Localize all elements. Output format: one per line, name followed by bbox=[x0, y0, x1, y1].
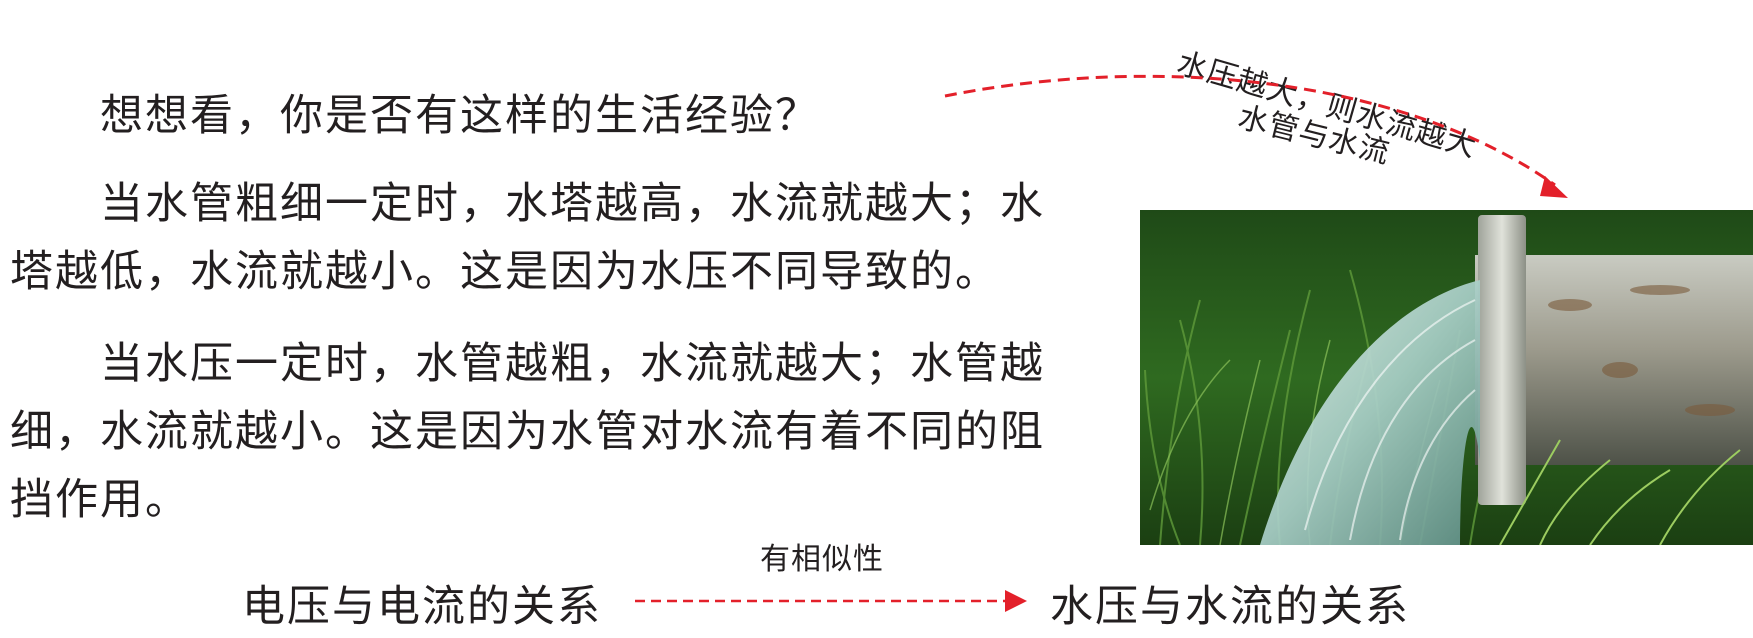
curved-arrow-head bbox=[1540, 176, 1568, 198]
pipe-illustration bbox=[1140, 210, 1753, 545]
water-stream bbox=[1260, 280, 1480, 545]
water-pipe-photo bbox=[1140, 210, 1753, 545]
pipe-paragraph: 当水压一定时，水管越粗，水流就越大；水管越细，水流就越小。这是因为水管对水流有着… bbox=[10, 339, 1045, 525]
intro-question: 想想看，你是否有这样的生活经验？ bbox=[100, 91, 820, 141]
water-streaks bbox=[1304, 299, 1476, 541]
similarity-label: 有相似性 bbox=[760, 542, 884, 577]
straight-arrow-head bbox=[1005, 590, 1027, 612]
pipe-rim bbox=[1478, 215, 1526, 505]
water-pressure-flow-relation: 水压与水流的关系 bbox=[1050, 582, 1410, 632]
pipe-rust bbox=[1548, 285, 1735, 416]
tower-paragraph: 当水管粗细一定时，水塔越高，水流就越大；水塔越低，水流就越小。这是因为水压不同导… bbox=[10, 179, 1045, 297]
voltage-current-relation: 电压与电流的关系 bbox=[242, 582, 602, 632]
foreground-grass bbox=[1499, 439, 1741, 545]
